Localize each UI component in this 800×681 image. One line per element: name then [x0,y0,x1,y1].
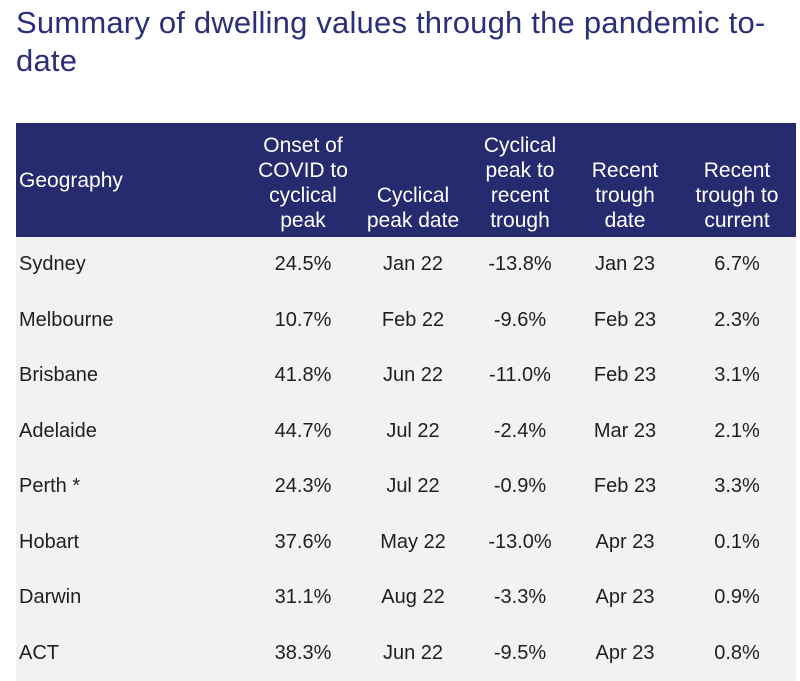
cell-trough-date: Feb 23 [572,348,678,404]
dwelling-values-table: Geography Onset of COVID to cyclical pea… [16,123,796,681]
cell-peak-to-trough: -13.0% [468,515,572,571]
table-row: Sydney 24.5% Jan 22 -13.8% Jan 23 6.7% [16,237,796,293]
cell-peak-to-trough: -9.5% [468,626,572,681]
header-geography: Geography [16,123,248,237]
header-trough-date: Recent trough date [572,123,678,237]
cell-geography: Melbourne [16,293,248,349]
table-row: ACT 38.3% Jun 22 -9.5% Apr 23 0.8% [16,626,796,681]
cell-peak-date: May 22 [358,515,468,571]
header-trough-to-current: Recent trough to current [678,123,796,237]
cell-trough-to-current: 2.3% [678,293,796,349]
table-header-row: Geography Onset of COVID to cyclical pea… [16,123,796,237]
cell-peak-to-trough: -2.4% [468,404,572,460]
cell-trough-date: Jan 23 [572,237,678,293]
cell-onset-to-peak: 10.7% [248,293,358,349]
cell-peak-to-trough: -0.9% [468,459,572,515]
cell-peak-to-trough: -11.0% [468,348,572,404]
cell-peak-date: Jun 22 [358,348,468,404]
cell-trough-to-current: 0.1% [678,515,796,571]
cell-onset-to-peak: 38.3% [248,626,358,681]
cell-onset-to-peak: 41.8% [248,348,358,404]
dwelling-values-table-container: Geography Onset of COVID to cyclical pea… [16,123,796,681]
cell-geography: Perth * [16,459,248,515]
cell-onset-to-peak: 31.1% [248,570,358,626]
cell-geography: ACT [16,626,248,681]
table-row: Perth * 24.3% Jul 22 -0.9% Feb 23 3.3% [16,459,796,515]
cell-trough-to-current: 6.7% [678,237,796,293]
cell-geography: Darwin [16,570,248,626]
cell-peak-to-trough: -13.8% [468,237,572,293]
cell-onset-to-peak: 24.3% [248,459,358,515]
cell-trough-date: Mar 23 [572,404,678,460]
cell-peak-to-trough: -9.6% [468,293,572,349]
page-title: Summary of dwelling values through the p… [16,4,776,80]
cell-trough-date: Apr 23 [572,570,678,626]
cell-geography: Sydney [16,237,248,293]
table-row: Brisbane 41.8% Jun 22 -11.0% Feb 23 3.1% [16,348,796,404]
cell-trough-to-current: 2.1% [678,404,796,460]
cell-geography: Brisbane [16,348,248,404]
header-onset-to-peak: Onset of COVID to cyclical peak [248,123,358,237]
header-peak-date: Cyclical peak date [358,123,468,237]
header-peak-to-trough: Cyclical peak to recent trough [468,123,572,237]
table-row: Darwin 31.1% Aug 22 -3.3% Apr 23 0.9% [16,570,796,626]
cell-peak-date: Jun 22 [358,626,468,681]
cell-trough-to-current: 3.3% [678,459,796,515]
table-row: Hobart 37.6% May 22 -13.0% Apr 23 0.1% [16,515,796,571]
cell-peak-to-trough: -3.3% [468,570,572,626]
cell-trough-date: Apr 23 [572,626,678,681]
cell-trough-date: Apr 23 [572,515,678,571]
cell-trough-date: Feb 23 [572,459,678,515]
cell-trough-date: Feb 23 [572,293,678,349]
cell-trough-to-current: 0.9% [678,570,796,626]
table-row: Melbourne 10.7% Feb 22 -9.6% Feb 23 2.3% [16,293,796,349]
cell-peak-date: Feb 22 [358,293,468,349]
cell-geography: Adelaide [16,404,248,460]
cell-peak-date: Jul 22 [358,404,468,460]
cell-onset-to-peak: 37.6% [248,515,358,571]
cell-onset-to-peak: 24.5% [248,237,358,293]
cell-trough-to-current: 0.8% [678,626,796,681]
cell-peak-date: Aug 22 [358,570,468,626]
cell-peak-date: Jul 22 [358,459,468,515]
cell-onset-to-peak: 44.7% [248,404,358,460]
table-row: Adelaide 44.7% Jul 22 -2.4% Mar 23 2.1% [16,404,796,460]
cell-geography: Hobart [16,515,248,571]
cell-peak-date: Jan 22 [358,237,468,293]
cell-trough-to-current: 3.1% [678,348,796,404]
